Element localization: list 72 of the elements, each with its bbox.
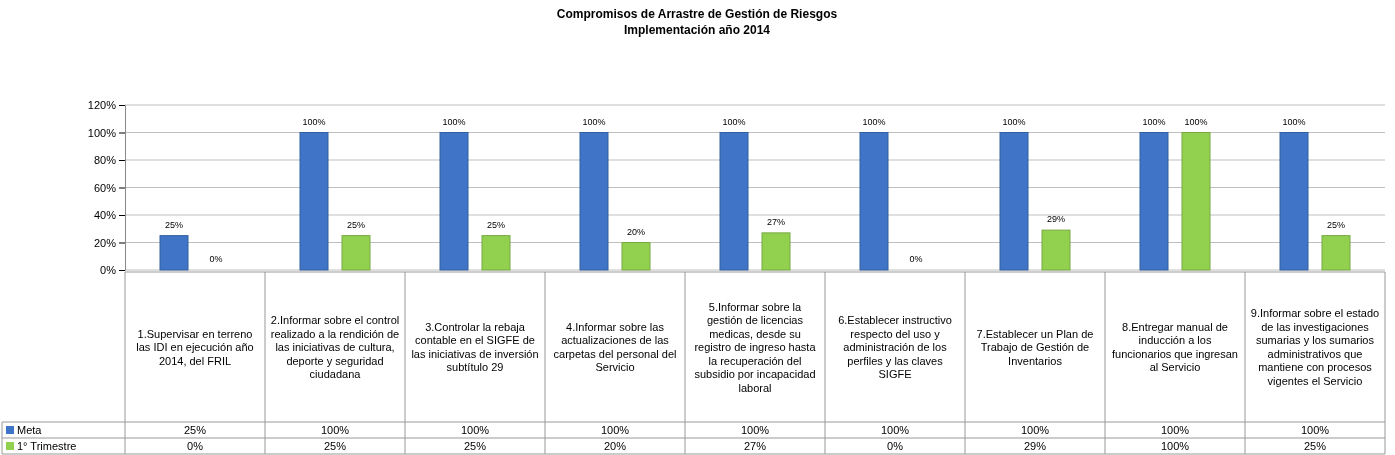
text: 100% <box>1142 116 1166 127</box>
x-tick-label: 9.Informar sobre el estado de las investigaciones sumarias y los sumarios administrativos que mantiene con procesos vigentes el Servicio <box>1250 307 1380 387</box>
x-tick-label: 5.Informar sobre la gestión de licencias medicas, desde su registro de ingreso hasta la recuperación del subsidio por incapacidad laboral <box>694 300 817 394</box>
legend-label: 1° Trimestre <box>17 440 77 452</box>
bar <box>341 235 371 271</box>
y-tick-label: 100% <box>87 126 117 139</box>
x-tick-label: 6.Establecer instructivo respecto del uso y administración de los perfiles y las claves SIGFE <box>838 314 952 380</box>
bar <box>439 132 469 271</box>
legend-label: Meta <box>17 424 43 436</box>
data-label: 20% <box>603 440 627 452</box>
data-label: 100% <box>460 424 490 436</box>
text: 25% <box>486 219 506 230</box>
bar <box>1041 229 1071 271</box>
bar <box>719 132 749 271</box>
data-label: 100% <box>600 424 630 436</box>
y-tick-label: 0% <box>100 264 117 277</box>
y-tick-label: 40% <box>93 209 117 222</box>
text: 100% <box>722 116 746 127</box>
bar <box>859 132 889 271</box>
text: 100% <box>1184 116 1208 127</box>
y-tick-label: 20% <box>93 236 117 249</box>
data-label: 0% <box>887 440 904 452</box>
bar <box>159 235 189 271</box>
x-tick-label: 2.Informar sobre el control realizado a la rendición de las iniciativas de cultura, deporte y seguridad ciudadana <box>270 314 400 380</box>
x-tick-label: 8.Entregar manual de inducción a los funcionarios que ingresan al Servicio <box>1112 320 1238 374</box>
text: 100% <box>1002 116 1026 127</box>
y-tick-label: 120% <box>87 99 117 112</box>
bar <box>481 235 511 271</box>
bar <box>1181 132 1211 271</box>
x-tick-label: 1.Supervisar en terreno las IDI en ejecución año 2014, del FRIL <box>136 327 254 367</box>
data-label: 100% <box>1300 424 1330 436</box>
text: 25% <box>346 219 366 230</box>
text: 100% <box>582 116 606 127</box>
bar <box>1139 132 1169 271</box>
text: 0% <box>909 254 923 264</box>
data-label: 25% <box>463 440 487 452</box>
bar <box>999 132 1029 271</box>
bar <box>621 242 651 271</box>
x-tick-label: 4.Informar sobre las actualizaciones de las carpetas del personal del Servicio <box>553 320 677 374</box>
data-label: 100% <box>320 424 350 436</box>
text: 25% <box>1326 219 1346 230</box>
y-tick-label: 60% <box>93 181 117 194</box>
text: 0% <box>209 254 223 264</box>
text: 25% <box>164 219 184 230</box>
data-label: 100% <box>740 424 770 436</box>
data-label: 25% <box>183 424 207 436</box>
data-label: 100% <box>880 424 910 436</box>
data-label: 27% <box>743 440 767 452</box>
data-label: 100% <box>1020 424 1050 436</box>
text: 100% <box>862 116 886 127</box>
data-label: 25% <box>1303 440 1327 452</box>
x-tick-label: 3.Controlar la rebaja contable en el SIGFE de las iniciativas de inversión subtítulo 29 <box>411 320 539 374</box>
text: 29% <box>1046 214 1066 225</box>
bar <box>761 232 791 271</box>
data-label: 100% <box>1160 440 1190 452</box>
y-tick-label: 80% <box>93 154 117 167</box>
bar <box>1321 235 1351 271</box>
data-label: 29% <box>1023 440 1047 452</box>
data-label: 25% <box>323 440 347 452</box>
text: 20% <box>626 226 646 237</box>
text: 100% <box>442 116 466 127</box>
chart-subtitle: Implementación año 2014 <box>623 23 771 37</box>
x-tick-label: 7.Establecer un Plan de Trabajo de Gestión de Inventarios <box>976 327 1094 367</box>
bar <box>1279 132 1309 271</box>
chart-title: Compromisos de Arrastre de Gestión de Riesgos <box>556 7 838 21</box>
text: 100% <box>1282 116 1306 127</box>
data-label: 0% <box>187 440 204 452</box>
text: 27% <box>766 216 786 227</box>
text: 100% <box>302 116 326 127</box>
bar <box>579 132 609 271</box>
data-label: 100% <box>1160 424 1190 436</box>
bar <box>299 132 329 271</box>
